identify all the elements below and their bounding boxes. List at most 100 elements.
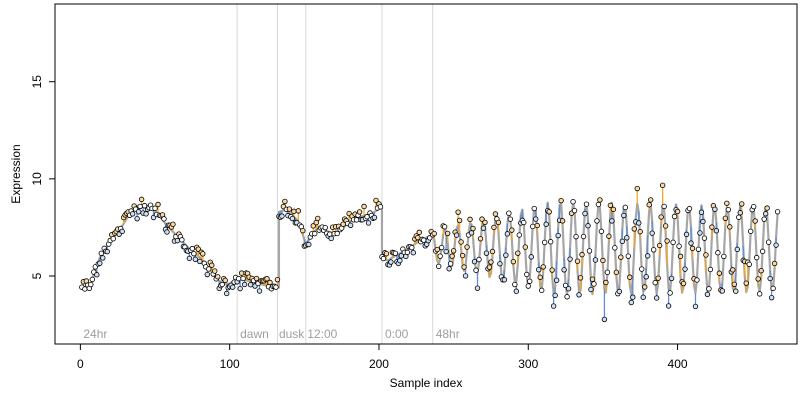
phase-label: dusk xyxy=(279,327,305,341)
sample-point xyxy=(698,209,705,215)
sample-point xyxy=(724,200,730,206)
sample-point xyxy=(761,216,767,222)
sample-point xyxy=(516,232,523,238)
sample-point xyxy=(706,286,712,292)
sample-point xyxy=(483,250,490,256)
sample-point xyxy=(94,272,100,278)
sample-point xyxy=(388,259,394,265)
x-axis-title: Sample index xyxy=(390,376,463,390)
sample-point xyxy=(200,251,206,257)
x-tick-label: 200 xyxy=(369,357,389,371)
sample-point xyxy=(141,203,148,209)
sample-point xyxy=(591,281,597,287)
sample-point xyxy=(559,218,566,224)
sample-point xyxy=(444,230,451,237)
sample-point xyxy=(100,255,106,261)
x-tick-label: 0 xyxy=(77,357,84,371)
sample-point xyxy=(253,275,260,282)
sample-point xyxy=(527,278,533,284)
sample-point xyxy=(664,238,670,244)
sample-point xyxy=(197,258,203,265)
sample-point xyxy=(582,210,588,217)
phase-labels: 24hr dawn dusk 12:00 0:00 48hr xyxy=(83,327,459,341)
sample-point xyxy=(543,221,549,227)
phase-label: dawn xyxy=(240,327,269,341)
sample-point xyxy=(143,211,149,217)
sample-point xyxy=(371,214,378,221)
sample-point xyxy=(658,214,664,220)
sample-point xyxy=(161,216,167,222)
sample-point xyxy=(667,290,673,296)
sample-point xyxy=(668,275,675,282)
sample-point xyxy=(756,291,763,297)
sample-point xyxy=(137,203,143,210)
sample-point xyxy=(450,248,457,254)
sample-point xyxy=(650,247,657,253)
sample-point xyxy=(637,228,643,235)
sample-point xyxy=(743,280,749,286)
x-axis: 0 100 200 300 400 xyxy=(77,344,688,371)
sample-point xyxy=(661,203,667,210)
sample-point xyxy=(731,281,737,288)
sample-point xyxy=(204,271,210,278)
sample-point xyxy=(688,240,694,246)
sample-point xyxy=(649,230,655,236)
sample-point xyxy=(674,208,681,215)
sample-point xyxy=(676,243,682,249)
sample-point xyxy=(715,250,721,256)
sample-point xyxy=(570,199,576,205)
sample-point xyxy=(734,246,740,253)
sample-point xyxy=(642,284,648,290)
sample-points xyxy=(79,182,781,323)
sample-point xyxy=(598,228,605,235)
sample-point xyxy=(530,223,536,230)
sample-point xyxy=(241,281,248,288)
sample-point xyxy=(541,239,548,246)
sample-point xyxy=(622,204,629,211)
sample-point xyxy=(652,279,658,286)
sample-point xyxy=(555,232,561,239)
sample-point xyxy=(719,288,726,294)
sample-point xyxy=(476,256,482,263)
sample-point xyxy=(286,206,293,212)
sample-point xyxy=(730,267,736,273)
sample-point xyxy=(601,316,608,323)
sample-point xyxy=(510,258,517,265)
sample-point xyxy=(506,210,512,216)
sample-point xyxy=(610,206,617,213)
sample-point xyxy=(552,292,558,299)
sample-point xyxy=(361,203,367,210)
sample-point xyxy=(748,228,754,234)
sample-point xyxy=(240,275,246,282)
sample-point xyxy=(247,282,254,288)
sample-point xyxy=(733,288,739,294)
sample-point xyxy=(616,288,623,295)
sample-point xyxy=(624,235,630,241)
sample-point xyxy=(703,252,709,258)
sample-point xyxy=(222,277,228,284)
sample-point xyxy=(447,261,454,267)
sample-point xyxy=(97,260,103,266)
sample-point xyxy=(713,228,720,234)
sample-point xyxy=(235,275,242,282)
sample-point xyxy=(573,233,579,240)
sample-point xyxy=(507,216,514,222)
sample-point xyxy=(473,267,479,273)
sample-point xyxy=(686,205,693,212)
sample-point xyxy=(627,274,633,280)
sample-point xyxy=(209,262,215,268)
sample-point xyxy=(773,242,779,248)
sample-point xyxy=(300,227,306,234)
phase-boundaries xyxy=(236,4,434,344)
sample-point xyxy=(536,266,542,273)
sample-point xyxy=(524,271,530,278)
sample-point xyxy=(645,253,651,259)
sample-point xyxy=(752,218,758,224)
sample-point xyxy=(310,223,316,229)
sample-point xyxy=(603,279,609,286)
sample-point xyxy=(537,274,543,280)
sample-point xyxy=(533,216,539,222)
sample-point xyxy=(621,212,627,219)
sample-point xyxy=(482,219,488,226)
sample-point xyxy=(138,196,145,203)
